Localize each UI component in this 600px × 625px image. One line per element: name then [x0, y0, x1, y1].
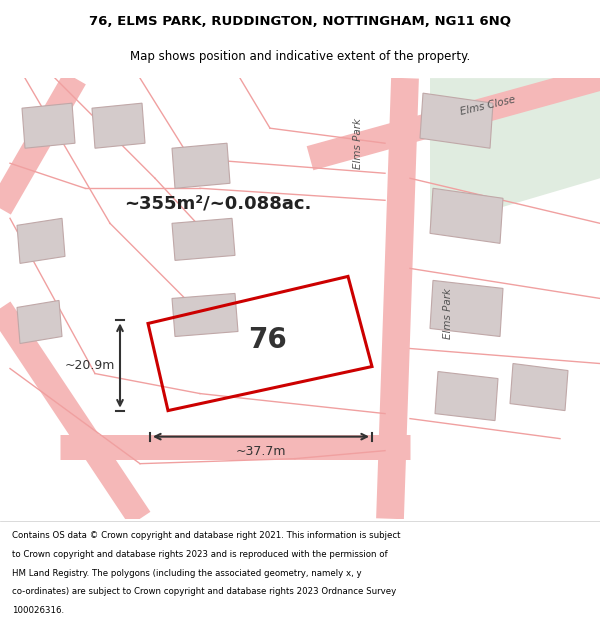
Text: to Crown copyright and database rights 2023 and is reproduced with the permissio: to Crown copyright and database rights 2…	[12, 550, 388, 559]
Text: HM Land Registry. The polygons (including the associated geometry, namely x, y: HM Land Registry. The polygons (includin…	[12, 569, 362, 578]
Polygon shape	[92, 103, 145, 148]
Polygon shape	[420, 93, 493, 148]
Text: 76: 76	[248, 326, 287, 354]
Polygon shape	[430, 78, 600, 228]
Text: ~20.9m: ~20.9m	[65, 359, 115, 372]
Polygon shape	[172, 293, 238, 336]
Text: Elms Park: Elms Park	[353, 118, 363, 169]
Polygon shape	[510, 364, 568, 411]
Text: Contains OS data © Crown copyright and database right 2021. This information is : Contains OS data © Crown copyright and d…	[12, 531, 401, 541]
Polygon shape	[172, 143, 230, 188]
Text: 100026316.: 100026316.	[12, 606, 64, 615]
Text: ~37.7m: ~37.7m	[236, 445, 286, 458]
Polygon shape	[22, 103, 75, 148]
Polygon shape	[430, 281, 503, 336]
Text: Elms Close: Elms Close	[460, 95, 517, 118]
Text: Elms Park: Elms Park	[443, 288, 453, 339]
Polygon shape	[435, 371, 498, 421]
Text: co-ordinates) are subject to Crown copyright and database rights 2023 Ordnance S: co-ordinates) are subject to Crown copyr…	[12, 588, 396, 596]
Text: 76, ELMS PARK, RUDDINGTON, NOTTINGHAM, NG11 6NQ: 76, ELMS PARK, RUDDINGTON, NOTTINGHAM, N…	[89, 16, 511, 28]
Polygon shape	[17, 301, 62, 344]
Text: Map shows position and indicative extent of the property.: Map shows position and indicative extent…	[130, 50, 470, 62]
Polygon shape	[17, 218, 65, 263]
Polygon shape	[430, 188, 503, 243]
Polygon shape	[172, 218, 235, 261]
Text: ~355m²/~0.088ac.: ~355m²/~0.088ac.	[124, 194, 311, 213]
